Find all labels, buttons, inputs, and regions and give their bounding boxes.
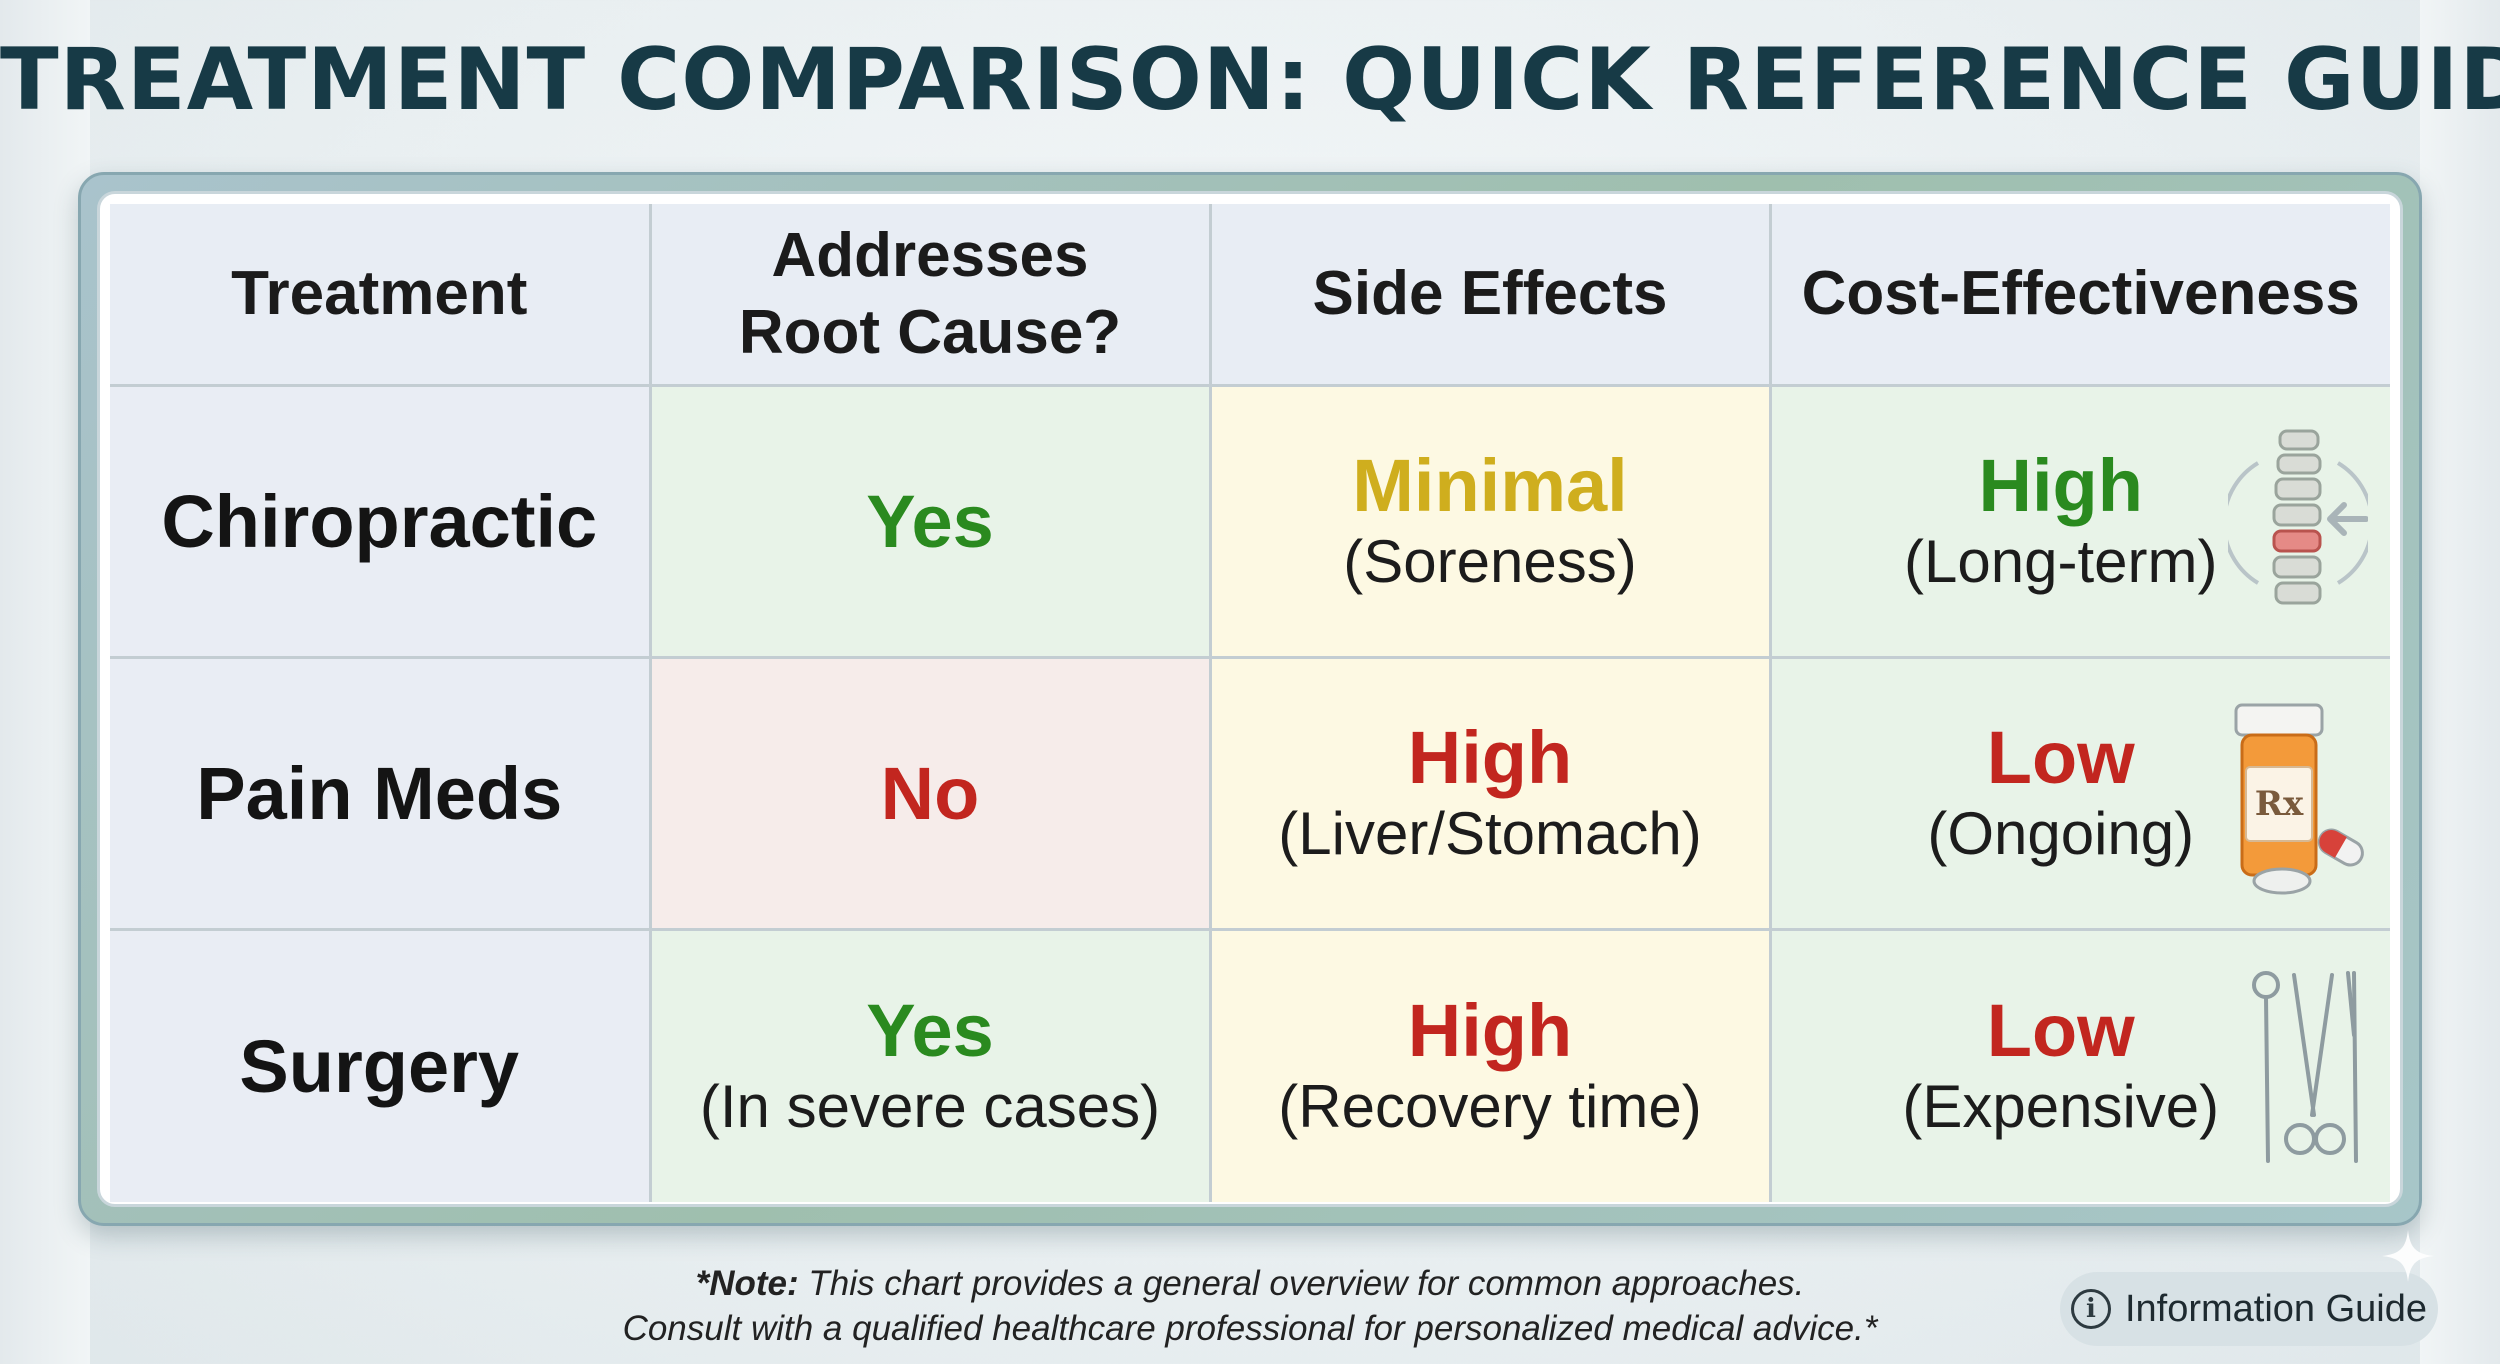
cost-surgery: Low (Expensive) [1770,930,2390,1202]
side-effects-value: Minimal [1212,445,1769,526]
cost-value: Low [1927,717,2194,798]
cost-value: High [1904,445,2217,526]
table-row-chiropractic: Chiropractic Yes Minimal (Soreness) High… [110,386,2390,658]
root-cause-value: Yes [652,481,1209,562]
side-effects-note: (Liver/Stomach) [1212,798,1769,870]
side-effects-value: High [1212,990,1769,1071]
table-row-pain-meds: Pain Meds No High (Liver/Stomach) Low (O… [110,658,2390,930]
header-side-effects: Side Effects [1210,204,1770,386]
root-cause-pain-meds: No [650,658,1210,930]
row-label-surgery: Surgery [110,930,650,1202]
comparison-table: Treatment Addresses Root Cause? Side Eff… [110,204,2390,1202]
badge-label: Information Guide [2125,1288,2427,1331]
cost-note: (Expensive) [1902,1071,2219,1143]
side-effects-pain-meds: High (Liver/Stomach) [1210,658,1770,930]
cost-chiropractic: High (Long-term) [1770,386,2390,658]
background-wall-right [2420,0,2500,1364]
row-label-chiropractic: Chiropractic [110,386,650,658]
header-root-cause-line2: Root Cause? [739,294,1121,372]
footnote-line1: *Note: This chart provides a general ove… [696,1264,1805,1303]
header-root-cause-line1: Addresses [771,217,1088,295]
side-effects-note: (Soreness) [1212,526,1769,598]
root-cause-value: No [652,753,1209,834]
root-cause-surgery: Yes (In severe cases) [650,930,1210,1202]
spine-icon [2228,423,2368,623]
row-label-pain-meds: Pain Meds [110,658,650,930]
header-cost-effectiveness: Cost-Effectiveness [1770,204,2390,386]
footnote-text: This chart provides a general overview f… [799,1264,1805,1303]
cost-note: (Long-term) [1904,526,2217,598]
pill-bottle-icon: Rx [2222,697,2372,897]
root-cause-value: Yes [652,990,1209,1071]
table-panel: Treatment Addresses Root Cause? Side Eff… [97,191,2403,1207]
cost-note: (Ongoing) [1927,798,2194,870]
cost-value: Low [1902,990,2219,1071]
background-wall-left [0,0,90,1364]
side-effects-chiropractic: Minimal (Soreness) [1210,386,1770,658]
rx-label: Rx [2255,784,2304,824]
side-effects-surgery: High (Recovery time) [1210,930,1770,1202]
footnote-line2: Consult with a qualified healthcare prof… [623,1309,1878,1348]
header-root-cause: Addresses Root Cause? [650,204,1210,386]
header-treatment: Treatment [110,204,650,386]
cost-pain-meds: Low (Ongoing) Rx [1770,658,2390,930]
page-title: TREATMENT COMPARISON: QUICK REFERENCE GU… [0,30,2500,130]
root-cause-chiropractic: Yes [650,386,1210,658]
header-row: Treatment Addresses Root Cause? Side Eff… [110,204,2390,386]
table-frame: Treatment Addresses Root Cause? Side Eff… [78,172,2422,1226]
info-icon: i [2071,1289,2111,1329]
side-effects-value: High [1212,717,1769,798]
root-cause-note: (In severe cases) [652,1071,1209,1143]
table-row-surgery: Surgery Yes (In severe cases) High (Reco… [110,930,2390,1202]
surgical-tools-icon [2248,965,2368,1175]
side-effects-note: (Recovery time) [1212,1071,1769,1143]
footnote-bold: *Note: [696,1264,799,1303]
sparkle-icon [2380,1228,2436,1284]
